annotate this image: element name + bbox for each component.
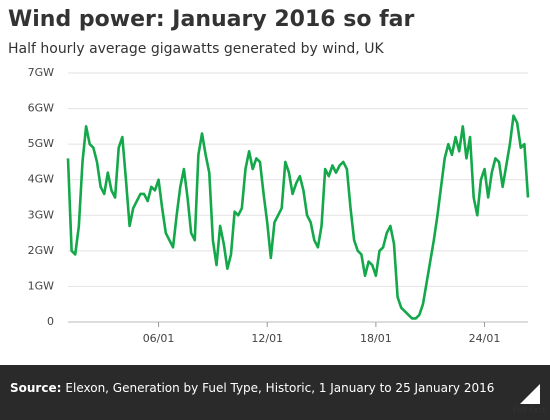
y-tick-label: 6GW [28,102,55,115]
chart-title: Wind power: January 2016 so far [8,7,415,32]
chart-subtitle: Half hourly average gigawatts generated … [8,41,384,57]
y-tick-label: 0 [47,315,54,328]
x-tick-label: 06/01 [143,332,175,345]
y-tick-label: 5GW [28,137,55,150]
y-tick-label: 3GW [28,208,55,221]
y-tick-label: 2GW [28,244,55,257]
logo-text: Full Fact [513,406,546,415]
x-tick-label: 12/01 [251,332,283,345]
y-tick-label: 1GW [28,279,55,292]
y-tick-label: 7GW [28,66,55,79]
source-text: Elexon, Generation by Fuel Type, Histori… [65,381,494,395]
y-tick-label: 4GW [28,173,55,186]
source-label: Source: [10,381,61,395]
footer-band [0,365,550,420]
x-tick-label: 18/01 [360,332,392,345]
data-line [66,114,530,320]
footer-source: Source: Elexon, Generation by Fuel Type, … [10,381,494,395]
x-tick-label: 24/01 [469,332,501,345]
logo-shape [520,384,540,404]
